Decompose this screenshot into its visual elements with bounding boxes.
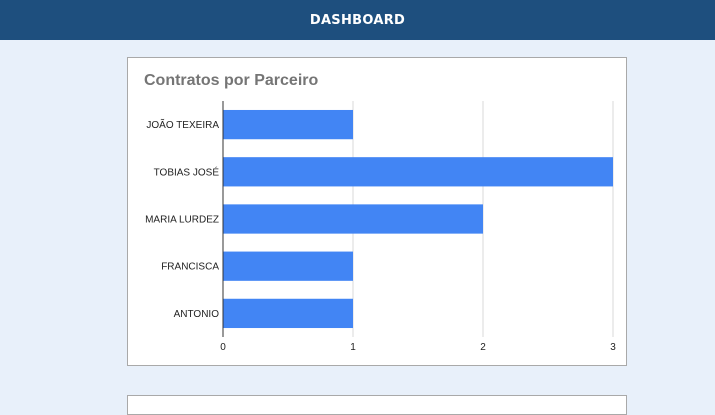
category-label: ANTONIO <box>174 309 220 320</box>
bar-4 <box>223 298 353 329</box>
bar-0 <box>223 109 353 140</box>
category-label: JOÃO TEXEIRA <box>146 118 219 131</box>
bar-1 <box>223 157 613 187</box>
x-tick-label: 3 <box>610 342 616 353</box>
x-tick-label: 1 <box>350 342 356 353</box>
category-label: MARIA LURDEZ <box>145 215 219 226</box>
x-tick-label: 0 <box>220 342 226 353</box>
x-tick-label: 2 <box>480 342 486 353</box>
bar-2 <box>223 204 483 234</box>
chart-card: Contratos por Parceiro JOÃO TEXEIRA TOBIA… <box>127 57 627 366</box>
top-header-bar: DASHBOARD <box>0 0 715 40</box>
category-label: FRANCISCA <box>161 262 219 273</box>
category-label: TOBIAS JOSÉ <box>154 165 220 178</box>
page-title: DASHBOARD <box>309 12 406 28</box>
chart-title: Contratos por Parceiro <box>144 72 319 89</box>
bar-chart: JOÃO TEXEIRA TOBIAS JOSÉ MARIA LURDEZ FRANC… <box>145 101 616 353</box>
bar-3 <box>223 251 353 281</box>
second-card <box>127 395 627 415</box>
